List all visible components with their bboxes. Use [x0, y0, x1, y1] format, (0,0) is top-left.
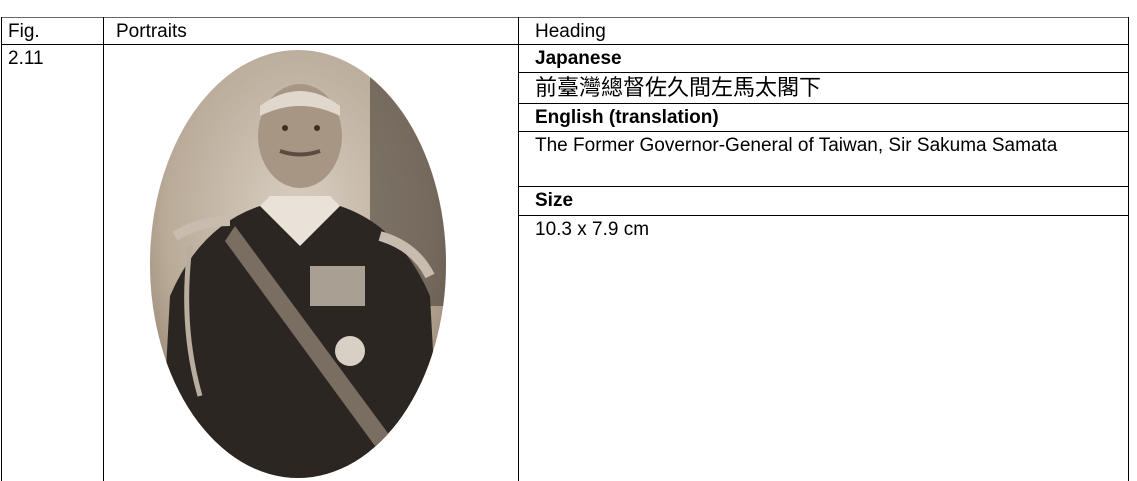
portrait [150, 50, 446, 478]
column-divider [518, 17, 519, 481]
detail-label: Size [535, 190, 574, 211]
detail-text: The Former Governor-General of Taiwan, S… [535, 135, 1058, 156]
header-cell: Portraits [116, 21, 187, 42]
row-divider [518, 72, 1129, 73]
header-cell: Fig. [8, 21, 40, 42]
table-border [1, 17, 1129, 18]
row-divider [518, 103, 1129, 104]
detail-label: Japanese [535, 48, 622, 69]
row-divider [518, 186, 1129, 187]
row-divider [1, 44, 1129, 45]
figure-number: 2.11 [8, 48, 44, 69]
row-divider [518, 131, 1129, 132]
column-divider [103, 17, 104, 481]
column-divider [1, 17, 2, 481]
column-divider [1128, 17, 1129, 481]
header-cell: Heading [535, 21, 606, 42]
detail-text: 前臺灣總督佐久間左馬太閣下 [535, 75, 822, 100]
detail-text: 10.3 x 7.9 cm [535, 219, 650, 240]
detail-label: English (translation) [535, 107, 719, 128]
row-divider [518, 215, 1129, 216]
